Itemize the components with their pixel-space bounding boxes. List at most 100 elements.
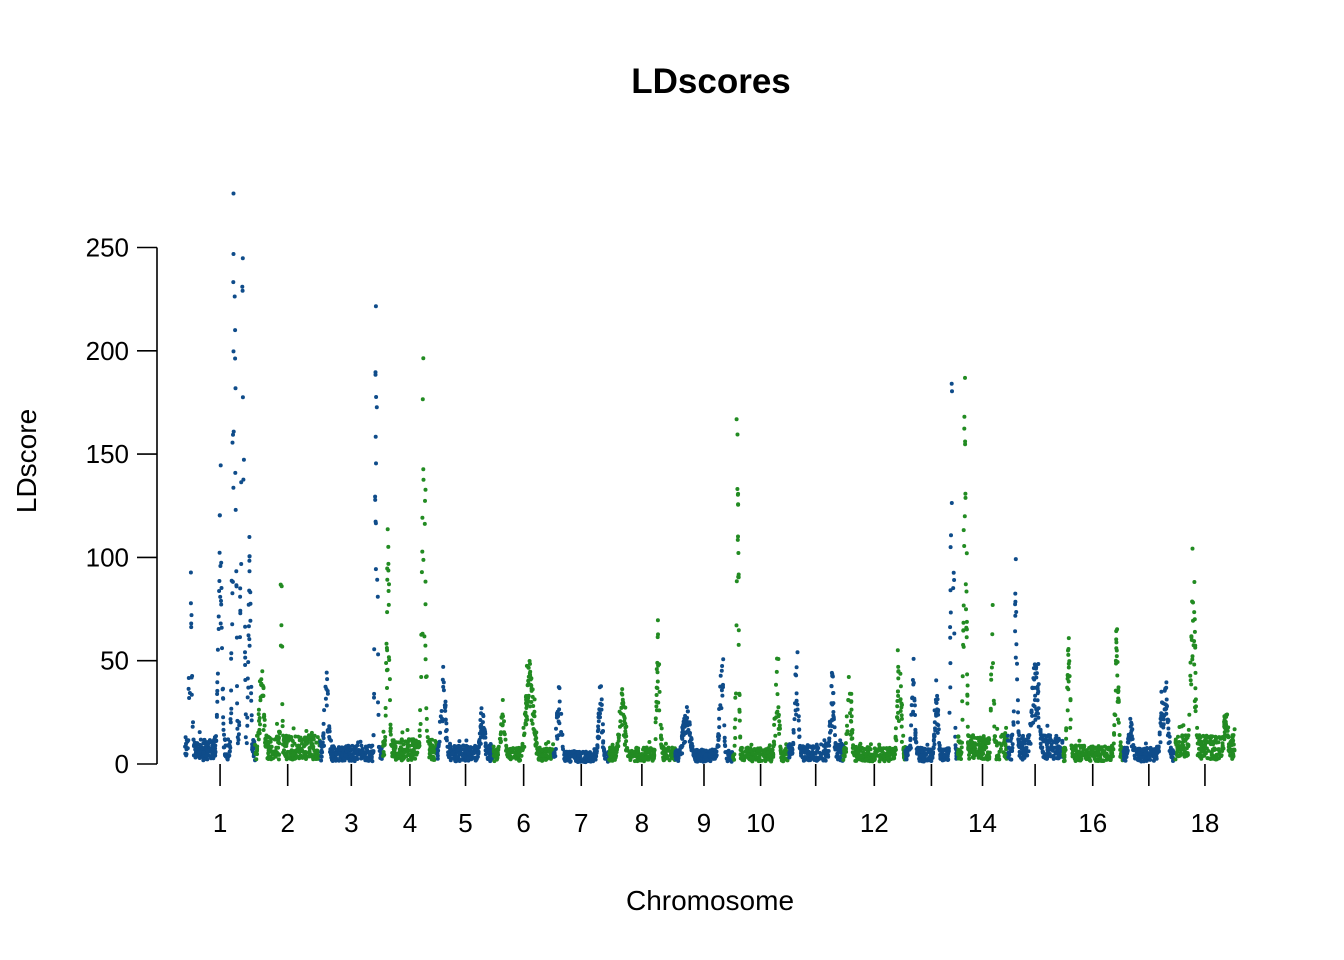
data-point bbox=[602, 751, 607, 756]
data-point bbox=[670, 753, 675, 757]
data-point bbox=[1118, 747, 1123, 752]
data-point bbox=[220, 646, 224, 651]
data-point bbox=[814, 742, 819, 747]
x-tick-label: 9 bbox=[697, 808, 711, 838]
data-point bbox=[559, 711, 564, 716]
data-point bbox=[513, 751, 518, 756]
data-point bbox=[494, 753, 498, 758]
data-point bbox=[1192, 580, 1197, 584]
data-point bbox=[896, 719, 901, 723]
data-point bbox=[1013, 599, 1018, 604]
data-point bbox=[960, 674, 965, 679]
data-point bbox=[376, 700, 380, 705]
data-point bbox=[772, 722, 777, 727]
data-point bbox=[1173, 757, 1178, 762]
data-point bbox=[1164, 680, 1169, 685]
data-point bbox=[655, 670, 660, 675]
data-point bbox=[1101, 759, 1106, 763]
data-point bbox=[1065, 673, 1070, 677]
data-point bbox=[1003, 743, 1008, 748]
data-point bbox=[594, 751, 599, 755]
data-point bbox=[793, 701, 797, 706]
data-point bbox=[1225, 734, 1230, 739]
data-point bbox=[624, 739, 629, 744]
data-point bbox=[383, 706, 388, 710]
data-point bbox=[372, 647, 377, 652]
data-point bbox=[788, 743, 793, 748]
data-point bbox=[291, 726, 296, 731]
data-point bbox=[976, 736, 981, 741]
data-point bbox=[255, 744, 260, 749]
data-point bbox=[256, 712, 261, 717]
data-point bbox=[923, 747, 928, 752]
data-point bbox=[407, 737, 412, 742]
data-point bbox=[850, 736, 855, 741]
data-point bbox=[661, 747, 666, 752]
data-point bbox=[1226, 725, 1231, 730]
data-point bbox=[384, 668, 389, 673]
data-point bbox=[529, 718, 534, 723]
data-point bbox=[881, 754, 886, 759]
data-point bbox=[386, 561, 391, 566]
data-point bbox=[652, 748, 657, 753]
data-point bbox=[422, 521, 427, 526]
data-point bbox=[992, 701, 997, 706]
data-point bbox=[648, 746, 653, 751]
data-point bbox=[1112, 731, 1116, 736]
data-point bbox=[681, 732, 686, 737]
data-point bbox=[655, 679, 660, 684]
data-point bbox=[843, 746, 848, 751]
data-point bbox=[235, 684, 239, 689]
data-point bbox=[1220, 743, 1225, 748]
data-point bbox=[381, 729, 386, 734]
data-point bbox=[1232, 727, 1237, 732]
data-point bbox=[759, 758, 764, 763]
data-point bbox=[829, 670, 834, 675]
data-point bbox=[290, 743, 295, 748]
data-point bbox=[859, 746, 864, 750]
data-point bbox=[653, 716, 658, 721]
data-point bbox=[419, 570, 424, 575]
data-point bbox=[1064, 726, 1069, 731]
data-point bbox=[845, 729, 850, 734]
data-point bbox=[354, 749, 359, 754]
data-point bbox=[991, 698, 996, 703]
data-point bbox=[1030, 713, 1035, 718]
data-point bbox=[238, 611, 243, 616]
data-point bbox=[247, 535, 252, 539]
data-point bbox=[790, 747, 795, 752]
data-point bbox=[961, 603, 966, 608]
data-point bbox=[685, 709, 690, 714]
chart-title: LDscores bbox=[631, 62, 791, 101]
data-point bbox=[768, 754, 773, 759]
chromosome-5-points bbox=[435, 664, 496, 764]
chromosome-9-points bbox=[673, 657, 735, 764]
data-point bbox=[417, 728, 422, 733]
data-point bbox=[667, 758, 672, 763]
data-point bbox=[948, 610, 953, 615]
data-point bbox=[891, 755, 896, 760]
data-point bbox=[966, 741, 971, 746]
data-point bbox=[953, 725, 958, 730]
data-point bbox=[184, 741, 188, 746]
data-point bbox=[1031, 703, 1036, 708]
data-point bbox=[240, 284, 245, 289]
data-point bbox=[1008, 746, 1013, 751]
data-point bbox=[456, 747, 461, 752]
data-point bbox=[632, 749, 637, 754]
data-point bbox=[1066, 636, 1071, 641]
data-point bbox=[961, 642, 966, 647]
data-point bbox=[388, 732, 393, 737]
data-point bbox=[232, 294, 237, 299]
data-point bbox=[1140, 755, 1145, 760]
data-point bbox=[1116, 685, 1121, 690]
data-point bbox=[1169, 752, 1174, 757]
data-point bbox=[530, 694, 535, 699]
data-point bbox=[386, 544, 391, 549]
data-point bbox=[548, 756, 553, 761]
data-point bbox=[444, 735, 449, 740]
data-point bbox=[240, 288, 245, 293]
data-point bbox=[909, 703, 914, 708]
data-point bbox=[771, 740, 776, 744]
data-point bbox=[233, 328, 238, 333]
